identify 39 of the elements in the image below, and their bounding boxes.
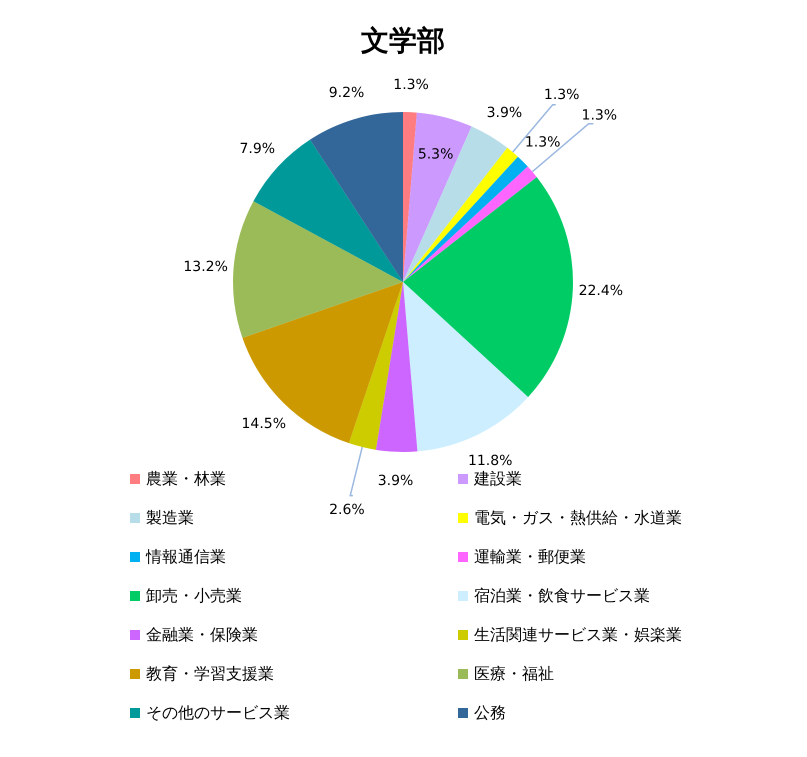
data-label: 3.9% — [378, 472, 414, 489]
data-label: 1.3% — [582, 108, 618, 124]
legend-label: 運輸業・郵便業 — [474, 547, 586, 566]
pie-slice — [348, 282, 403, 450]
data-label: 13.2% — [183, 259, 228, 276]
data-label: 2.6% — [329, 502, 365, 518]
pie-slice — [403, 112, 417, 282]
legend-label: 生活関連サービス業・娯楽業 — [474, 625, 682, 644]
data-label: 11.8% — [468, 452, 512, 469]
legend-label: その他のサービス業 — [146, 703, 290, 722]
data-label: 1.3% — [544, 87, 580, 104]
data-label: 5.3% — [418, 146, 454, 162]
pie-slice — [376, 282, 418, 452]
legend-label: 公務 — [474, 703, 506, 722]
pie-slice — [233, 201, 403, 338]
pie-slice — [403, 282, 528, 452]
legend-label: 医療・福祉 — [474, 664, 554, 683]
pie-slice — [403, 112, 472, 282]
pie-slice — [403, 177, 573, 398]
chart-title: 文学部 — [361, 24, 445, 57]
pie-slice — [403, 126, 508, 282]
legend-label: 電気・ガス・熱供給・水道業 — [474, 508, 682, 527]
legend-label: 情報通信業 — [145, 547, 226, 566]
legend-label: 宿泊業・飲食サービス業 — [474, 586, 650, 605]
data-label: 1.3% — [524, 134, 560, 151]
data-label: 1.3% — [393, 77, 429, 94]
legend-label: 農業・林業 — [146, 469, 226, 488]
pie-slice — [242, 282, 403, 444]
legend-label: 卸売・小売業 — [146, 586, 242, 605]
data-label: 3.9% — [486, 104, 522, 121]
data-label: 14.5% — [242, 416, 286, 432]
legend-label: 建設業 — [473, 469, 522, 488]
legend-label: 製造業 — [146, 508, 194, 527]
legend-label: 教育・学習支援業 — [146, 664, 274, 683]
data-label: 7.9% — [239, 140, 276, 157]
pie-slice — [310, 112, 403, 282]
legend-label: 金融業・保険業 — [146, 625, 258, 644]
data-label: 22.4% — [578, 282, 624, 299]
data-label: 9.2% — [328, 85, 364, 102]
